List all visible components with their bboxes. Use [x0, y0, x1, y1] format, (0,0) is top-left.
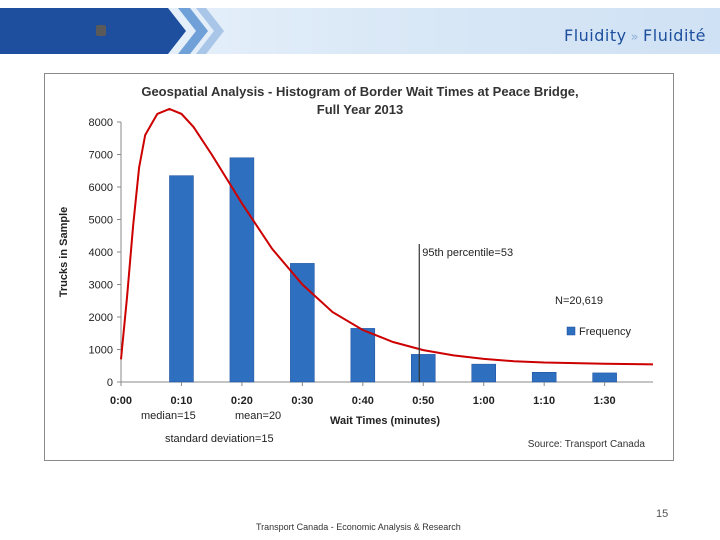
- footer-text: Transport Canada - Economic Analysis & R…: [256, 522, 461, 532]
- header-banner: Fluidity» Fluidité: [0, 8, 720, 54]
- bar: [229, 157, 255, 383]
- bar: [350, 328, 376, 383]
- mean-label: mean=20: [235, 410, 281, 422]
- median-label: median=15: [141, 410, 196, 422]
- legend-swatch: [566, 326, 576, 336]
- y-tick-label: 3000: [89, 280, 113, 292]
- bar: [411, 354, 436, 383]
- brand-right-text: Fluidité: [643, 26, 706, 45]
- bar: [471, 363, 496, 383]
- x-tick-label: 0:20: [231, 395, 253, 407]
- x-tick-label: 0:40: [352, 395, 374, 407]
- distribution-curve: [120, 107, 654, 366]
- brand-left-text: Fluidity: [564, 26, 627, 45]
- percentile-label: 95th percentile=53: [422, 247, 513, 259]
- x-tick-label: 0:50: [412, 395, 434, 407]
- x-tick-label: 1:10: [533, 395, 555, 407]
- bar: [290, 263, 315, 383]
- bar: [169, 175, 194, 383]
- banner-graphic: [0, 8, 720, 54]
- legend-label: Frequency: [579, 326, 631, 338]
- banner-dark-arrow: [0, 8, 186, 54]
- x-tick-label: 1:00: [473, 395, 495, 407]
- banner-chevron-1: [178, 8, 208, 54]
- bar: [531, 372, 557, 383]
- slide-number: 15: [656, 508, 669, 520]
- histogram-chart: Geospatial Analysis - Histogram of Borde…: [58, 84, 654, 450]
- y-tick-label: 8000: [89, 117, 113, 129]
- source-label: Source: Transport Canada: [528, 439, 646, 450]
- y-tick-label: 5000: [89, 215, 113, 227]
- brand-logo: Fluidity» Fluidité: [564, 26, 706, 45]
- sample-size-label: N=20,619: [555, 295, 603, 307]
- x-tick-label: 0:10: [170, 395, 192, 407]
- brand-separator: »: [630, 30, 640, 45]
- y-axis-label: Trucks in Sample: [58, 207, 70, 297]
- y-tick-label: 1000: [89, 345, 113, 357]
- y-tick-label: 0: [107, 377, 113, 389]
- x-tick-label: 0:00: [110, 395, 132, 407]
- bar: [592, 372, 617, 383]
- banner-chevron-2: [196, 8, 224, 54]
- y-tick-label: 6000: [89, 182, 113, 194]
- std-label: standard deviation=15: [165, 433, 274, 445]
- chart-frame: Geospatial Analysis - Histogram of Borde…: [44, 73, 674, 461]
- chart-title: Geospatial Analysis - Histogram of Borde…: [141, 84, 578, 99]
- y-tick-label: 2000: [89, 312, 113, 324]
- chart-subtitle: Full Year 2013: [317, 102, 404, 117]
- x-tick-label: 0:30: [291, 395, 313, 407]
- x-tick-label: 1:30: [594, 395, 616, 407]
- y-tick-label: 4000: [89, 247, 113, 259]
- x-axis-label: Wait Times (minutes): [330, 415, 440, 427]
- y-tick-label: 7000: [89, 150, 113, 162]
- bullet-icon: [96, 25, 106, 36]
